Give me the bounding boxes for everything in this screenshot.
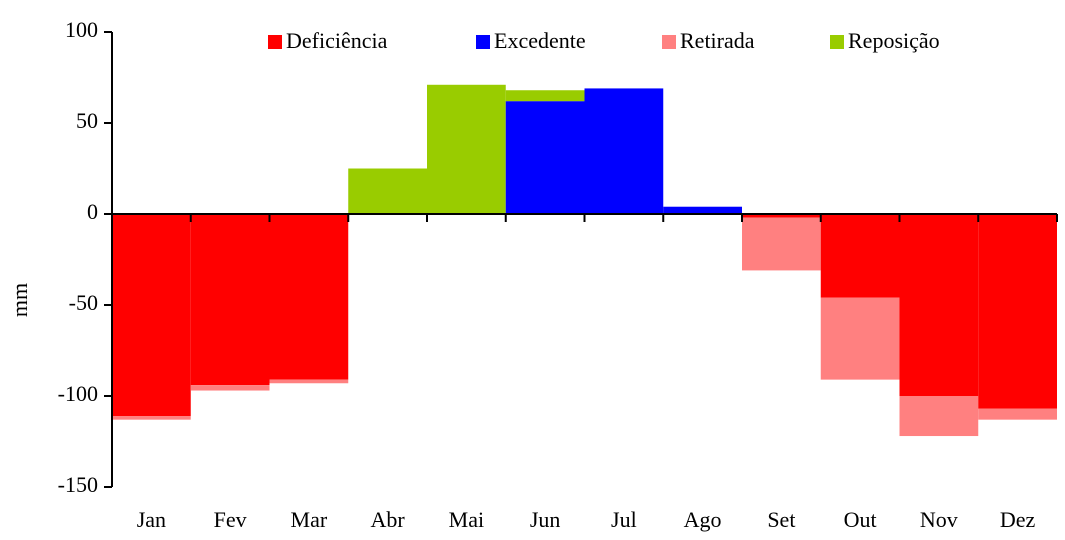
- x-tick-label: Set: [767, 507, 795, 532]
- x-tick-label: Out: [844, 507, 877, 532]
- bar: [899, 214, 979, 396]
- y-axis-label: mm: [7, 283, 32, 317]
- y-tick-label: -150: [58, 472, 98, 497]
- legend-label: Excedente: [494, 28, 586, 53]
- bar: [348, 168, 427, 214]
- bar: [584, 88, 664, 214]
- bar: [820, 214, 900, 298]
- legend-swatch: [830, 35, 844, 49]
- bar: [269, 214, 349, 380]
- bar: [820, 297, 900, 380]
- bar: [269, 379, 349, 384]
- legend-label: Reposição: [848, 28, 940, 53]
- bar: [742, 214, 821, 218]
- bar: [112, 214, 191, 417]
- bar: [112, 416, 191, 420]
- bar: [742, 217, 821, 271]
- x-tick-label: Abr: [371, 507, 406, 532]
- legend-label: Deficiência: [286, 28, 388, 53]
- x-tick-label: Fev: [214, 507, 247, 532]
- x-tick-label: Jul: [611, 507, 637, 532]
- x-tick-label: Nov: [920, 507, 958, 532]
- bar: [427, 84, 506, 214]
- bar: [978, 214, 1057, 409]
- bar: [978, 408, 1057, 420]
- x-tick-label: Jan: [137, 507, 166, 532]
- bar: [190, 385, 270, 391]
- y-tick-label: 50: [76, 108, 98, 133]
- bar: [899, 396, 979, 437]
- bar: [190, 214, 270, 386]
- legend-label: Retirada: [680, 28, 755, 53]
- x-tick-label: Jun: [530, 507, 561, 532]
- x-tick-label: Mai: [449, 507, 484, 532]
- x-tick-label: Dez: [1000, 507, 1036, 532]
- bar: [505, 90, 585, 102]
- x-tick-label: Ago: [684, 507, 722, 532]
- y-tick-label: 100: [65, 17, 98, 42]
- y-tick-label: -100: [58, 381, 98, 406]
- y-tick-label: 0: [87, 199, 98, 224]
- legend-swatch: [268, 35, 282, 49]
- bar: [505, 101, 585, 214]
- bar: [663, 206, 742, 214]
- legend-swatch: [476, 35, 490, 49]
- x-tick-label: Mar: [291, 507, 328, 532]
- legend-swatch: [662, 35, 676, 49]
- y-tick-label: -50: [69, 290, 98, 315]
